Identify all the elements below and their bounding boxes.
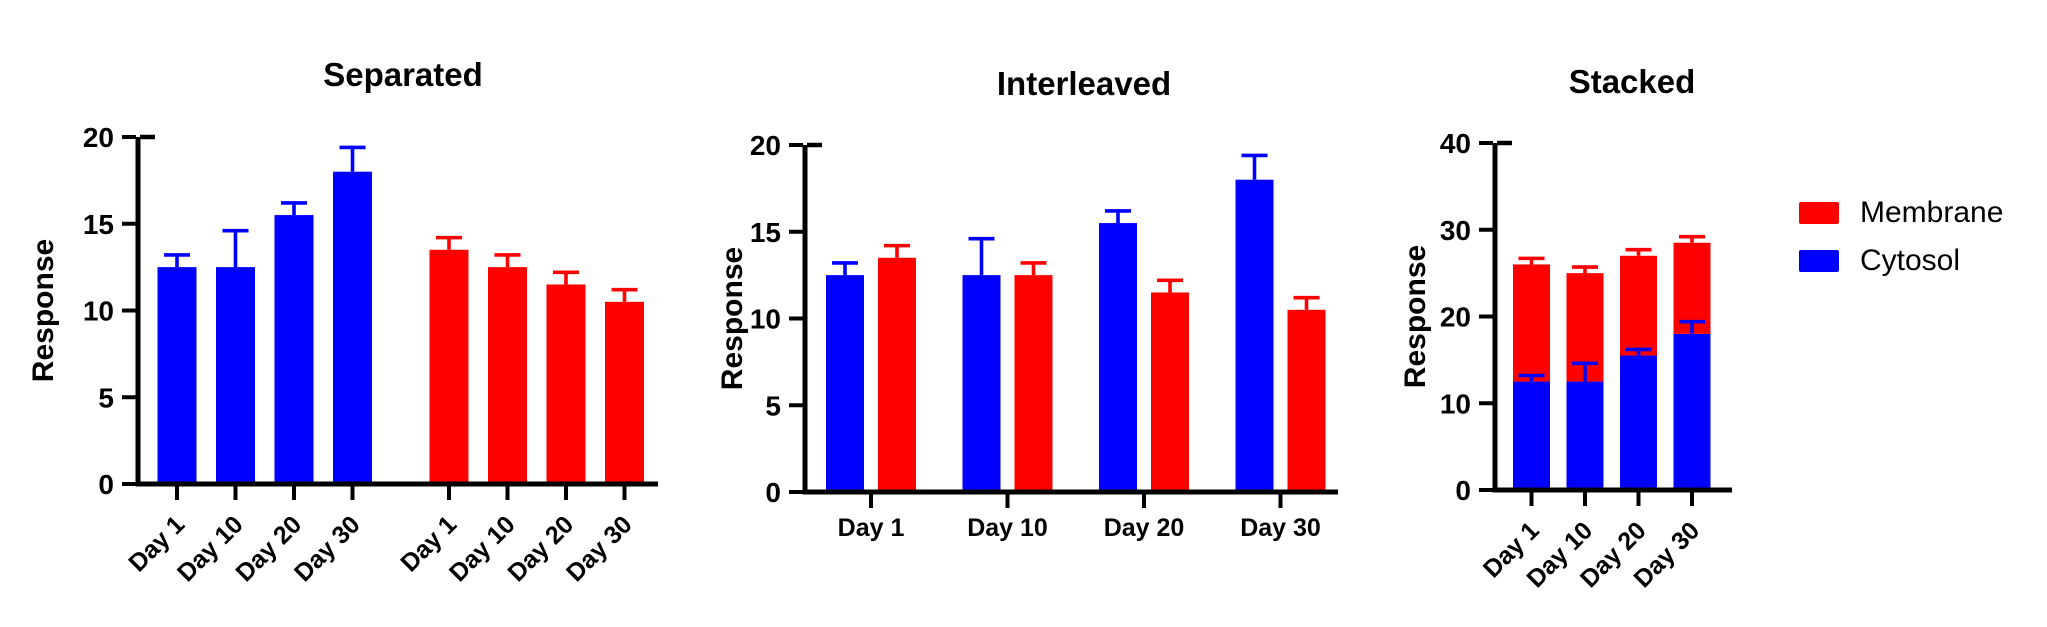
bar-cytosol-day30 xyxy=(333,171,372,484)
y-tick-label: 5 xyxy=(765,390,781,421)
legend-label-membrane: Membrane xyxy=(1860,196,2004,229)
y-tick-label: 0 xyxy=(765,477,781,508)
y-axis-label: Response xyxy=(1399,245,1432,388)
bar-cytosol-day20 xyxy=(1099,223,1137,492)
y-tick-label: 0 xyxy=(1455,475,1471,506)
bar-cytosol-day10 xyxy=(216,267,255,484)
y-axis-label: Response xyxy=(716,247,749,390)
legend-swatch-cytosol xyxy=(1799,250,1839,272)
x-tick-label: Day 20 xyxy=(230,510,307,587)
x-tick-label: Day 20 xyxy=(1104,514,1185,542)
y-tick-label: 20 xyxy=(83,122,114,153)
bar-membrane-day1 xyxy=(878,257,916,492)
x-tick-label: Day 10 xyxy=(967,514,1048,542)
x-tick-label: Day 1 xyxy=(838,514,905,542)
chart-interleaved: 0 5 10 15 20 Day 1 Day 10 Day 20 Day 30 Interleav… xyxy=(716,65,1338,542)
bar-membrane-day30 xyxy=(1673,242,1711,334)
y-tick-label: 15 xyxy=(83,209,114,240)
y-tick-label: 40 xyxy=(1440,128,1471,159)
y-tick-label: 20 xyxy=(1440,302,1471,333)
bar-membrane-day20 xyxy=(1151,292,1189,492)
y-tick-label: 0 xyxy=(98,469,114,500)
y-tick-label: 20 xyxy=(750,130,781,161)
y-tick-label: 30 xyxy=(1440,215,1471,246)
bar-membrane-day10 xyxy=(1014,275,1053,492)
x-tick-label: Day 20 xyxy=(502,510,579,587)
legend-swatch-membrane xyxy=(1799,202,1839,224)
bar-membrane-day30 xyxy=(1287,309,1326,492)
chart-title: Separated xyxy=(323,56,483,93)
bar-membrane-day20 xyxy=(546,284,586,484)
bar-cytosol-day1 xyxy=(826,275,864,492)
bar-membrane-day30 xyxy=(605,301,644,484)
y-tick-label: 10 xyxy=(83,296,114,327)
legend-item-membrane: Membrane xyxy=(1799,196,2003,230)
x-tick-label: Day 30 xyxy=(1240,514,1321,542)
bar-cytosol-day10 xyxy=(1566,381,1604,490)
y-tick-label: 15 xyxy=(750,217,781,248)
legend-item-cytosol: Cytosol xyxy=(1799,244,2003,278)
bar-cytosol-day20 xyxy=(274,215,314,484)
bar-membrane-day1 xyxy=(429,249,469,484)
x-tick-label: Day 10 xyxy=(172,510,249,587)
bar-cytosol-day30 xyxy=(1673,333,1711,490)
x-tick-label: Day 10 xyxy=(444,510,521,587)
chart-title: Stacked xyxy=(1569,63,1696,100)
bar-membrane-day1 xyxy=(1513,264,1550,382)
y-tick-label: 5 xyxy=(98,382,114,413)
chart-title: Interleaved xyxy=(997,65,1171,102)
bar-cytosol-day30 xyxy=(1235,179,1274,492)
bar-cytosol-day10 xyxy=(962,275,1001,492)
bar-cytosol-day20 xyxy=(1620,355,1657,490)
bar-cytosol-day1 xyxy=(157,267,197,484)
bar-cytosol-day1 xyxy=(1513,381,1550,490)
bar-membrane-day10 xyxy=(488,267,527,484)
y-tick-label: 10 xyxy=(750,304,781,335)
legend-label-cytosol: Cytosol xyxy=(1860,244,1961,277)
bar-membrane-day20 xyxy=(1620,255,1657,356)
x-tick-label: Day 30 xyxy=(289,510,366,587)
y-tick-label: 10 xyxy=(1440,388,1471,419)
legend: Membrane Cytosol xyxy=(1799,196,2003,278)
y-axis-label: Response xyxy=(27,239,60,382)
x-tick-label: Day 30 xyxy=(561,510,638,587)
